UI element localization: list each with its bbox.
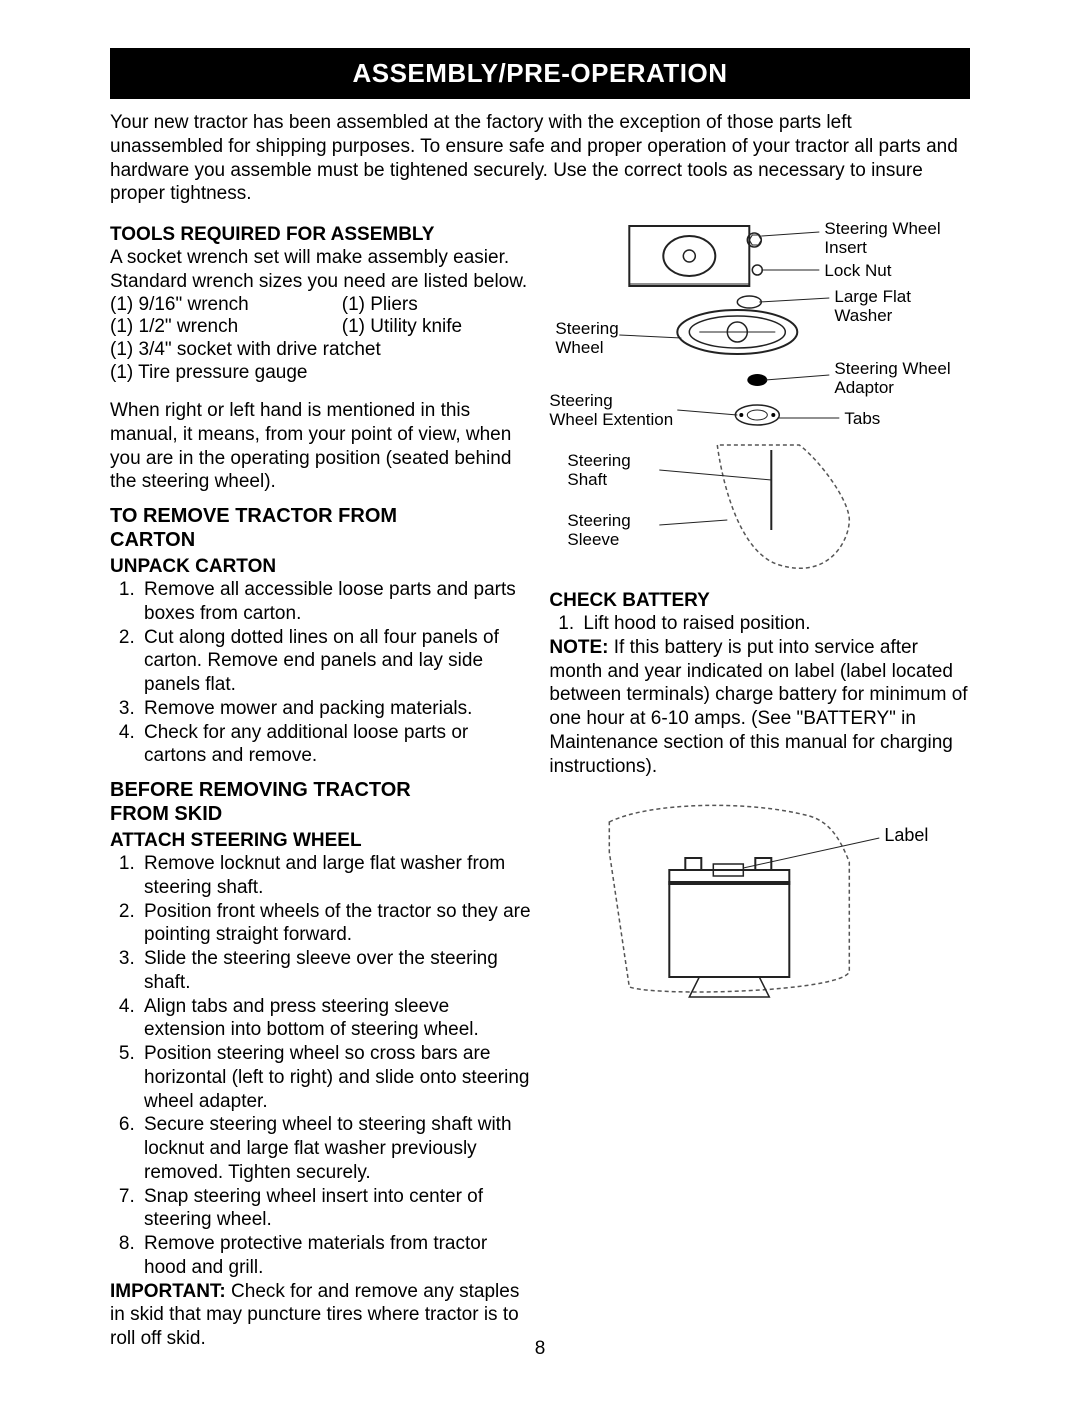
left-column: TOOLS REQUIRED FOR ASSEMBLY A socket wre…: [110, 220, 531, 1351]
remove-heading-line1: TO REMOVE TRACTOR FROM: [110, 505, 397, 527]
list-item: Align tabs and press steering sleeve ext…: [140, 995, 531, 1043]
two-column-layout: TOOLS REQUIRED FOR ASSEMBLY A socket wre…: [110, 220, 970, 1351]
battery-steps: Lift hood to raised position.: [549, 612, 970, 636]
battery-heading: CHECK BATTERY: [549, 590, 970, 612]
list-item: Slide the steering sleeve over the steer…: [140, 947, 531, 995]
diagram-label: SteeringWheel Extention: [549, 392, 673, 429]
steering-diagram: Steering WheelInsert Lock Nut Large Flat…: [549, 220, 970, 580]
diagram-label: SteeringSleeve: [567, 512, 630, 549]
section-header: ASSEMBLY/PRE-OPERATION: [110, 48, 970, 99]
tool-item: (1) 1/2" wrench: [110, 316, 342, 338]
list-item: Position front wheels of the tractor so …: [140, 900, 531, 948]
unpack-subheading: UNPACK CARTON: [110, 556, 531, 578]
remove-heading: TO REMOVE TRACTOR FROM CARTON: [110, 504, 531, 552]
list-item: Secure steering wheel to steering shaft …: [140, 1113, 531, 1184]
right-column: Steering WheelInsert Lock Nut Large Flat…: [549, 220, 970, 1351]
tool-row: (1) 1/2" wrench (1) Utility knife: [110, 316, 531, 338]
tool-item: (1) 3/4" socket with drive ratchet: [110, 338, 531, 362]
diagram-label: Lock Nut: [824, 262, 891, 281]
attach-steps: Remove locknut and large flat washer fro…: [110, 852, 531, 1280]
list-item: Lift hood to raised position.: [579, 612, 970, 636]
important-note: IMPORTANT: Check for and remove any stap…: [110, 1280, 531, 1351]
note-label: NOTE:: [549, 637, 608, 658]
diagram-label: Steering WheelInsert: [824, 220, 940, 257]
list-item: Snap steering wheel insert into center o…: [140, 1185, 531, 1233]
hand-note: When right or left hand is mentioned in …: [110, 399, 531, 494]
list-item: Position steering wheel so cross bars ar…: [140, 1042, 531, 1113]
note-text: If this battery is put into service afte…: [549, 637, 967, 777]
before-heading-line2: FROM SKID: [110, 803, 222, 825]
diagram-label: SteeringShaft: [567, 452, 630, 489]
diagram-label: SteeringWheel: [555, 320, 618, 357]
important-label: IMPORTANT:: [110, 1281, 226, 1302]
tool-row: (1) 9/16" wrench (1) Pliers: [110, 294, 531, 316]
diagram-label: Large FlatWasher: [834, 288, 911, 325]
battery-note: NOTE: If this battery is put into servic…: [549, 636, 970, 779]
diagram-label: Tabs: [844, 410, 880, 429]
battery-diagram: Label: [549, 792, 970, 1022]
list-item: Remove locknut and large flat washer fro…: [140, 852, 531, 900]
list-item: Remove all accessible loose parts and pa…: [140, 578, 531, 626]
diagram-label: Label: [884, 826, 928, 846]
list-item: Remove mower and packing materials.: [140, 697, 531, 721]
before-heading: BEFORE REMOVING TRACTOR FROM SKID: [110, 778, 531, 826]
attach-subheading: ATTACH STEERING WHEEL: [110, 830, 531, 852]
tools-lead: A socket wrench set will make assembly e…: [110, 246, 531, 294]
diagram-label: Steering WheelAdaptor: [834, 360, 950, 397]
list-item: Remove protective materials from tractor…: [140, 1232, 531, 1280]
page-number: 8: [535, 1338, 546, 1360]
tool-item: (1) Pliers: [342, 294, 532, 316]
list-item: Cut along dotted lines on all four panel…: [140, 626, 531, 697]
before-heading-line1: BEFORE REMOVING TRACTOR: [110, 779, 411, 801]
tool-item: (1) Utility knife: [342, 316, 532, 338]
tools-heading: TOOLS REQUIRED FOR ASSEMBLY: [110, 224, 531, 246]
list-item: Check for any additional loose parts or …: [140, 721, 531, 769]
intro-paragraph: Your new tractor has been assembled at t…: [110, 111, 970, 206]
remove-heading-line2: CARTON: [110, 529, 195, 551]
tool-item: (1) 9/16" wrench: [110, 294, 342, 316]
tool-item: (1) Tire pressure gauge: [110, 361, 531, 385]
unpack-steps: Remove all accessible loose parts and pa…: [110, 578, 531, 768]
